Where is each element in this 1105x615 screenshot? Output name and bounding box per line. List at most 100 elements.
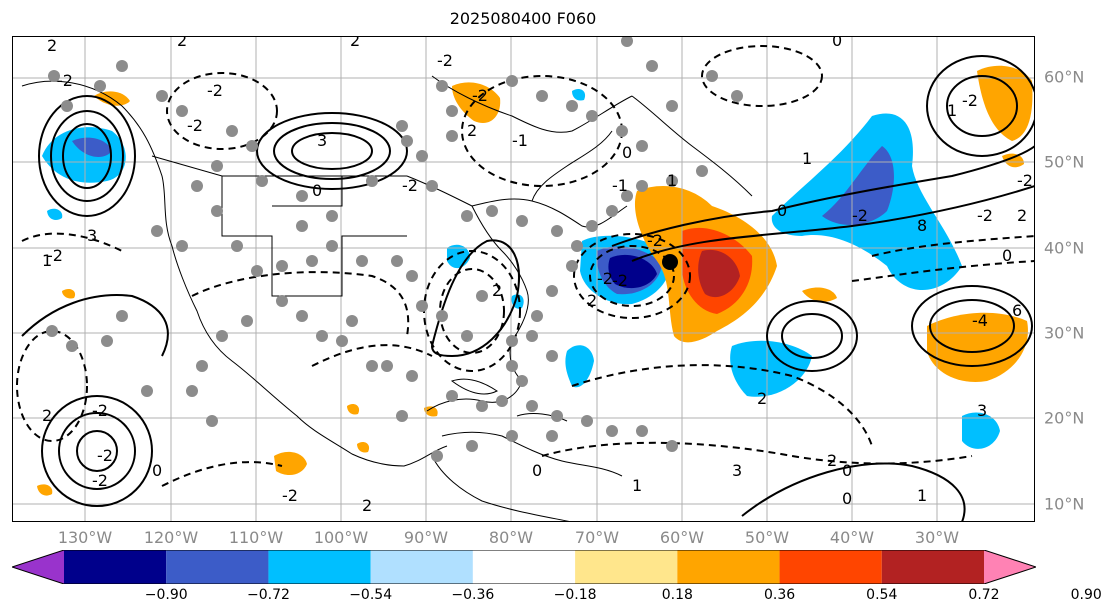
station-dot [566, 100, 578, 112]
contour-label: 1 [667, 171, 677, 190]
contour-label: 2 [362, 496, 372, 515]
station-dot [396, 120, 408, 132]
contour-label: 1 [802, 149, 812, 168]
pos-area-small3 [347, 403, 360, 415]
station-dot [586, 220, 598, 232]
station-dot [48, 70, 60, 82]
contour-label: 0 [842, 489, 852, 508]
station-dot [446, 390, 458, 402]
station-dot [251, 265, 263, 277]
contour-label: -2 [47, 246, 63, 265]
station-dot [476, 290, 488, 302]
station-dot [636, 425, 648, 437]
station-dot [116, 310, 128, 322]
contour-label: 0 [1002, 246, 1012, 265]
station-dot [211, 160, 223, 172]
contour-label: -2 [437, 51, 453, 70]
station-dot [391, 255, 403, 267]
latitude-label: 10°N [1044, 494, 1085, 514]
station-dot [531, 310, 543, 322]
contour-label: -2 [597, 269, 613, 288]
latitude-label: 50°N [1044, 152, 1085, 172]
station-dot [461, 210, 473, 222]
station-dot [296, 220, 308, 232]
colorbar-tick-label: −0.72 [246, 587, 290, 603]
station-dot [366, 360, 378, 372]
neg-area-caribbean [565, 345, 594, 388]
contour-label: 3 [317, 131, 327, 150]
contour-label: 3 [87, 226, 97, 245]
colorbar-segment [268, 550, 371, 584]
station-dot [276, 260, 288, 272]
neg-area-atlantic-north-core [822, 146, 894, 226]
contour-label: -2 [647, 231, 663, 250]
colorbar-segment [370, 550, 473, 584]
pos-area-small6 [1002, 153, 1024, 168]
station-dot [396, 410, 408, 422]
contour-label: -1 [612, 176, 628, 195]
station-dot [296, 310, 308, 322]
station-dot [666, 100, 678, 112]
station-markers [46, 36, 743, 462]
station-dot [506, 75, 518, 87]
contour-label: -2 [962, 91, 978, 110]
contour-label: 2 [827, 451, 837, 470]
contour-label: 0 [832, 36, 842, 50]
station-dot [256, 175, 268, 187]
station-dot [426, 180, 438, 192]
longitude-label: 40°W [829, 528, 875, 547]
station-dot [571, 240, 583, 252]
station-dot [636, 180, 648, 192]
longitude-label: 100°W [313, 528, 369, 547]
station-dot [406, 370, 418, 382]
contour-label: 2 [757, 389, 767, 408]
station-dot [506, 335, 518, 347]
longitude-label: 80°W [488, 528, 534, 547]
station-dot [326, 240, 338, 252]
colorbar-tick-label: 0.36 [763, 587, 796, 603]
station-dot [706, 70, 718, 82]
station-dot [536, 90, 548, 102]
contour-label: -2 [1017, 171, 1033, 190]
station-dot [316, 330, 328, 342]
pos-area-west1 [802, 287, 837, 302]
anomaly-shading [37, 65, 1033, 496]
contour-label: -2 [402, 176, 418, 195]
station-dot [116, 60, 128, 72]
station-dot [241, 315, 253, 327]
colorbar-tick-label: 0.18 [661, 587, 693, 603]
station-dot [306, 255, 318, 267]
colorbar-segment [779, 550, 882, 584]
colorbar [12, 550, 1036, 584]
contour-label: 0 [312, 181, 322, 200]
contour-label: -2 [187, 116, 203, 135]
station-dot [401, 135, 413, 147]
contour-label: 1 [632, 476, 642, 495]
station-dot [496, 395, 508, 407]
station-dot [94, 80, 106, 92]
station-dot [526, 330, 538, 342]
contour-label: 1 [917, 486, 927, 505]
station-dot [186, 385, 198, 397]
chart-title: 2025080400 F060 [449, 9, 597, 28]
station-dot [176, 105, 188, 117]
contour-label: 2 [177, 36, 187, 50]
neg-area-tropic-east [962, 412, 1000, 449]
pos-area-atlantic-core [698, 249, 740, 298]
station-dot [326, 210, 338, 222]
longitude-label: 120°W [143, 528, 199, 547]
longitude-label: 50°W [744, 528, 790, 547]
station-dot [606, 425, 618, 437]
contour-label: 2 [587, 291, 597, 310]
contour-label: -2 [92, 471, 108, 490]
pos-area-small2 [62, 288, 76, 299]
pos-area-small1 [37, 484, 53, 496]
colorbar-segment [575, 550, 678, 584]
station-dot [546, 285, 558, 297]
station-dot [381, 360, 393, 372]
station-dot [486, 205, 498, 217]
station-dot [216, 330, 228, 342]
contour-label: -2 [472, 86, 488, 105]
contour-label: -2 [977, 206, 993, 225]
